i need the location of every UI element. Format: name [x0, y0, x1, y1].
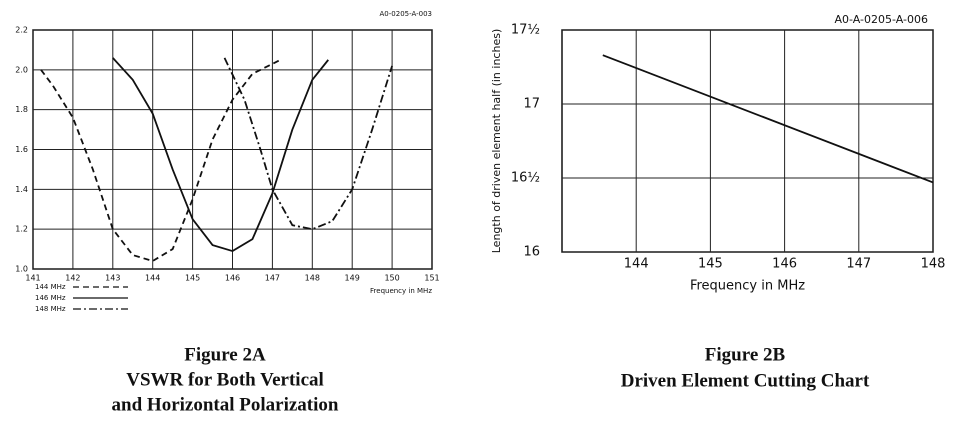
- x-tick-label: 144: [145, 274, 160, 283]
- legend-label: 148 MHz: [35, 305, 66, 313]
- y-tick-label: 2.0: [15, 65, 28, 74]
- caption: Figure 2B: [705, 344, 786, 365]
- y-tick-label: 1.8: [15, 105, 28, 114]
- x-tick-label: 146: [772, 257, 797, 272]
- data-line: [602, 54, 934, 184]
- y-tick-label: 1.2: [15, 225, 28, 234]
- y-tick-label: 1.4: [15, 185, 28, 194]
- x-tick-label: 145: [698, 257, 723, 272]
- x-tick-label: 145: [185, 274, 200, 283]
- y-tick-label: 1.6: [15, 145, 28, 154]
- x-tick-label: 146: [225, 274, 240, 283]
- legend-label: 146 MHz: [35, 294, 66, 302]
- x-tick-label: 148: [305, 274, 320, 283]
- x-tick-label: 144: [624, 257, 649, 272]
- annotation: A0-0205-A-003: [380, 10, 432, 18]
- data-line: [40, 59, 281, 263]
- y-tick-label: 16½: [511, 171, 540, 186]
- x-tick-label: 150: [384, 274, 399, 283]
- x-tick-label: 149: [345, 274, 360, 283]
- data-line: [223, 57, 393, 231]
- plot-frame: [561, 29, 934, 253]
- caption: VSWR for Both Vertical: [126, 369, 324, 390]
- legend-label: 144 MHz: [35, 283, 66, 291]
- y-tick-label: 2.2: [15, 26, 28, 35]
- y-axis-label: Length of driven element half (in inches…: [490, 29, 503, 254]
- x-axis-label: Frequency in MHz: [370, 287, 432, 295]
- y-tick-label: 16: [523, 245, 540, 260]
- caption: Driven Element Cutting Chart: [621, 370, 870, 391]
- y-tick-label: 17: [523, 97, 540, 112]
- caption: and Horizontal Polarization: [112, 394, 339, 415]
- x-tick-label: 147: [265, 274, 280, 283]
- x-tick-label: 151: [424, 274, 439, 283]
- x-axis-label: Frequency in MHz: [690, 279, 805, 294]
- x-tick-label: 143: [105, 274, 120, 283]
- x-tick-label: 147: [846, 257, 871, 272]
- x-tick-label: 142: [65, 274, 80, 283]
- annotation: A0-A-0205-A-006: [835, 13, 928, 26]
- y-tick-label: 17½: [511, 23, 540, 38]
- caption: Figure 2A: [184, 344, 266, 365]
- y-tick-label: 1.0: [15, 265, 28, 274]
- x-tick-label: 141: [25, 274, 40, 283]
- data-line: [112, 57, 329, 253]
- x-tick-label: 148: [921, 257, 946, 272]
